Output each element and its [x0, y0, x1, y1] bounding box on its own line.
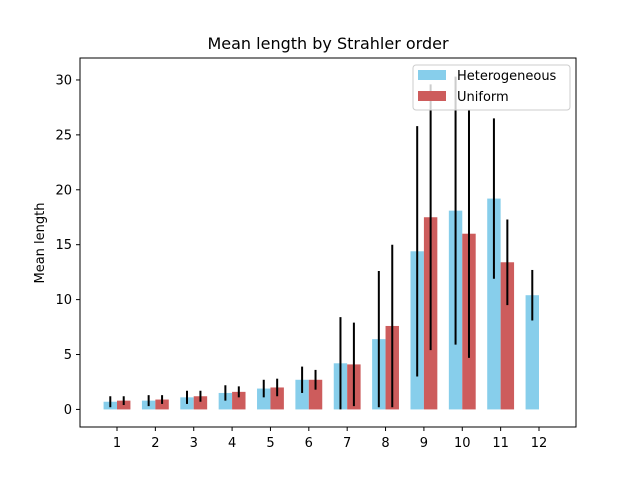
bar-heterogeneous-5 [257, 388, 271, 410]
x-tick-label-5: 5 [266, 436, 274, 451]
x-tick-label-8: 8 [381, 436, 389, 451]
x-tick-label-10: 10 [454, 436, 471, 451]
y-tick-label-30: 30 [55, 73, 72, 88]
legend-label-uniform: Uniform [457, 90, 509, 105]
y-tick-label-15: 15 [55, 238, 72, 253]
bar-uniform-2 [155, 399, 169, 410]
bar-uniform-4 [232, 391, 246, 410]
x-tick-label-3: 3 [190, 436, 198, 451]
bar-heterogeneous-12 [525, 295, 539, 410]
legend-swatch-uniform [418, 91, 446, 101]
plot-frame [79, 57, 577, 428]
y-tick-label-25: 25 [55, 128, 72, 143]
chart-title: Mean length by Strahler order [207, 34, 448, 53]
x-tick-label-9: 9 [420, 436, 428, 451]
y-tick-label-0: 0 [64, 403, 72, 418]
bar-heterogeneous-6 [295, 379, 309, 410]
x-tick-label-7: 7 [343, 436, 351, 451]
y-tick-label-20: 20 [55, 183, 72, 198]
legend-label-heterogeneous: Heterogeneous [457, 69, 557, 84]
bar-uniform-5 [270, 387, 284, 410]
x-tick-label-6: 6 [305, 436, 313, 451]
y-tick-label-10: 10 [55, 293, 72, 308]
x-tick-label-11: 11 [492, 436, 509, 451]
legend: Heterogeneous Uniform [412, 64, 571, 111]
x-tick-label-1: 1 [113, 436, 121, 451]
y-tick-label-5: 5 [64, 348, 72, 363]
x-tick-label-4: 4 [228, 436, 236, 451]
x-tick-label-2: 2 [151, 436, 159, 451]
x-tick-label-12: 12 [531, 436, 548, 451]
x-axis: 1 2 3 4 5 6 7 8 9 10 11 12 [113, 427, 547, 451]
bar-heterogeneous-4 [218, 392, 233, 410]
y-axis-label: Mean length [33, 203, 48, 284]
bar-uniform-11 [500, 262, 515, 410]
legend-swatch-heterogeneous [418, 70, 446, 80]
bar-uniform-3 [193, 396, 208, 410]
y-axis: 0 5 10 15 20 25 30 [55, 73, 80, 418]
bar-heterogeneous-11 [487, 198, 501, 410]
legend-frame [412, 64, 571, 111]
bar-uniform-6 [308, 379, 323, 410]
error-bars-layer [109, 76, 534, 410]
